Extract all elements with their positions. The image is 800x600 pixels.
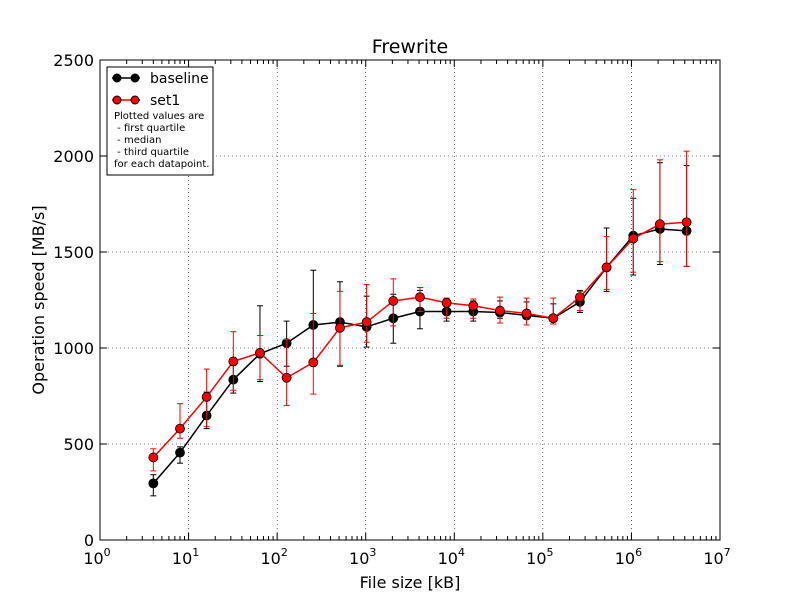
x-tick-label-base: 10 [615,549,635,568]
data-point [548,313,559,324]
data-point [575,292,585,303]
series-layer [148,150,692,497]
x-tick-label-base: 10 [260,549,280,568]
x-tick-label-base: 10 [349,549,369,568]
x-tick-label: 101 [172,546,199,568]
chart-title: Frewrite [372,36,448,58]
data-point [335,322,345,333]
legend-box [106,66,214,176]
x-tick-label-base: 10 [526,549,546,568]
data-point [148,478,159,489]
x-tick-label: 106 [615,546,642,568]
legend-note-line: Plotted values are [114,111,204,122]
y-tick-label: 2000 [53,147,94,166]
x-tick-label-exponent: 1 [192,546,199,559]
x-tick-label-exponent: 6 [635,546,642,559]
x-tick-label-base: 10 [172,549,192,568]
ticks: 100 101 102 103 104 105 106 1070500100015002000… [53,51,730,568]
data-point [148,452,159,463]
x-tick-label-exponent: 3 [369,546,376,559]
legend-note-line: for each datapoint. [114,159,209,170]
data-point [361,317,372,327]
x-tick-label-base: 10 [703,549,723,568]
legend-label-set1: set1 [150,93,180,109]
legend-marker-set1 [130,95,140,105]
y-tick-label: 1000 [53,339,94,358]
y-tick-label: 500 [63,435,94,454]
legend-marker-set1 [112,95,122,105]
x-tick-label-exponent: 4 [458,546,465,559]
x-tick-label: 104 [438,546,465,568]
y-tick-label: 2500 [53,51,94,70]
series-set1 [148,150,692,472]
data-point [655,219,665,230]
x-tick-label-exponent: 0 [104,546,111,559]
data-point [308,357,319,368]
data-point [468,300,479,311]
x-tick-label-exponent: 7 [724,546,731,559]
data-point [201,392,212,402]
legend-marker-baseline [130,73,140,83]
legend-label-baseline: baseline [150,71,209,87]
x-tick-label-base: 10 [438,549,458,568]
data-point [495,305,505,316]
y-tick-label: 1500 [53,243,94,262]
plot-frame [99,59,721,541]
x-tick-label-base: 10 [83,549,103,568]
legend-note-line: - median [114,135,161,146]
legend-note-line: - first quartile [114,123,185,134]
data-point [175,447,185,458]
data-point [228,356,239,367]
data-point [255,347,265,358]
data-point [388,296,399,306]
legend-note-line: - third quartile [114,147,189,158]
data-point [441,297,452,308]
data-point [601,262,612,273]
x-tick-label: 105 [526,546,553,568]
x-tick-label: 102 [260,546,287,568]
x-tick-label: 107 [703,546,730,568]
data-point [281,372,292,383]
legend: baseline set1 Plotted values are - first… [106,66,214,176]
legend-marker-baseline [112,73,122,83]
y-tick-label: 0 [84,531,94,550]
y-axis-label: Operation speed [MB/s] [29,205,48,394]
x-tick-label: 100 [83,546,110,568]
x-tick-label-exponent: 2 [281,546,288,559]
x-axis-label: File size [kB] [360,573,461,592]
x-tick-label-exponent: 5 [547,546,554,559]
data-point [415,292,425,303]
x-tick-label: 103 [349,546,376,568]
data-point [628,233,639,244]
data-point [681,217,692,228]
data-point [521,308,532,319]
data-point [175,423,185,434]
